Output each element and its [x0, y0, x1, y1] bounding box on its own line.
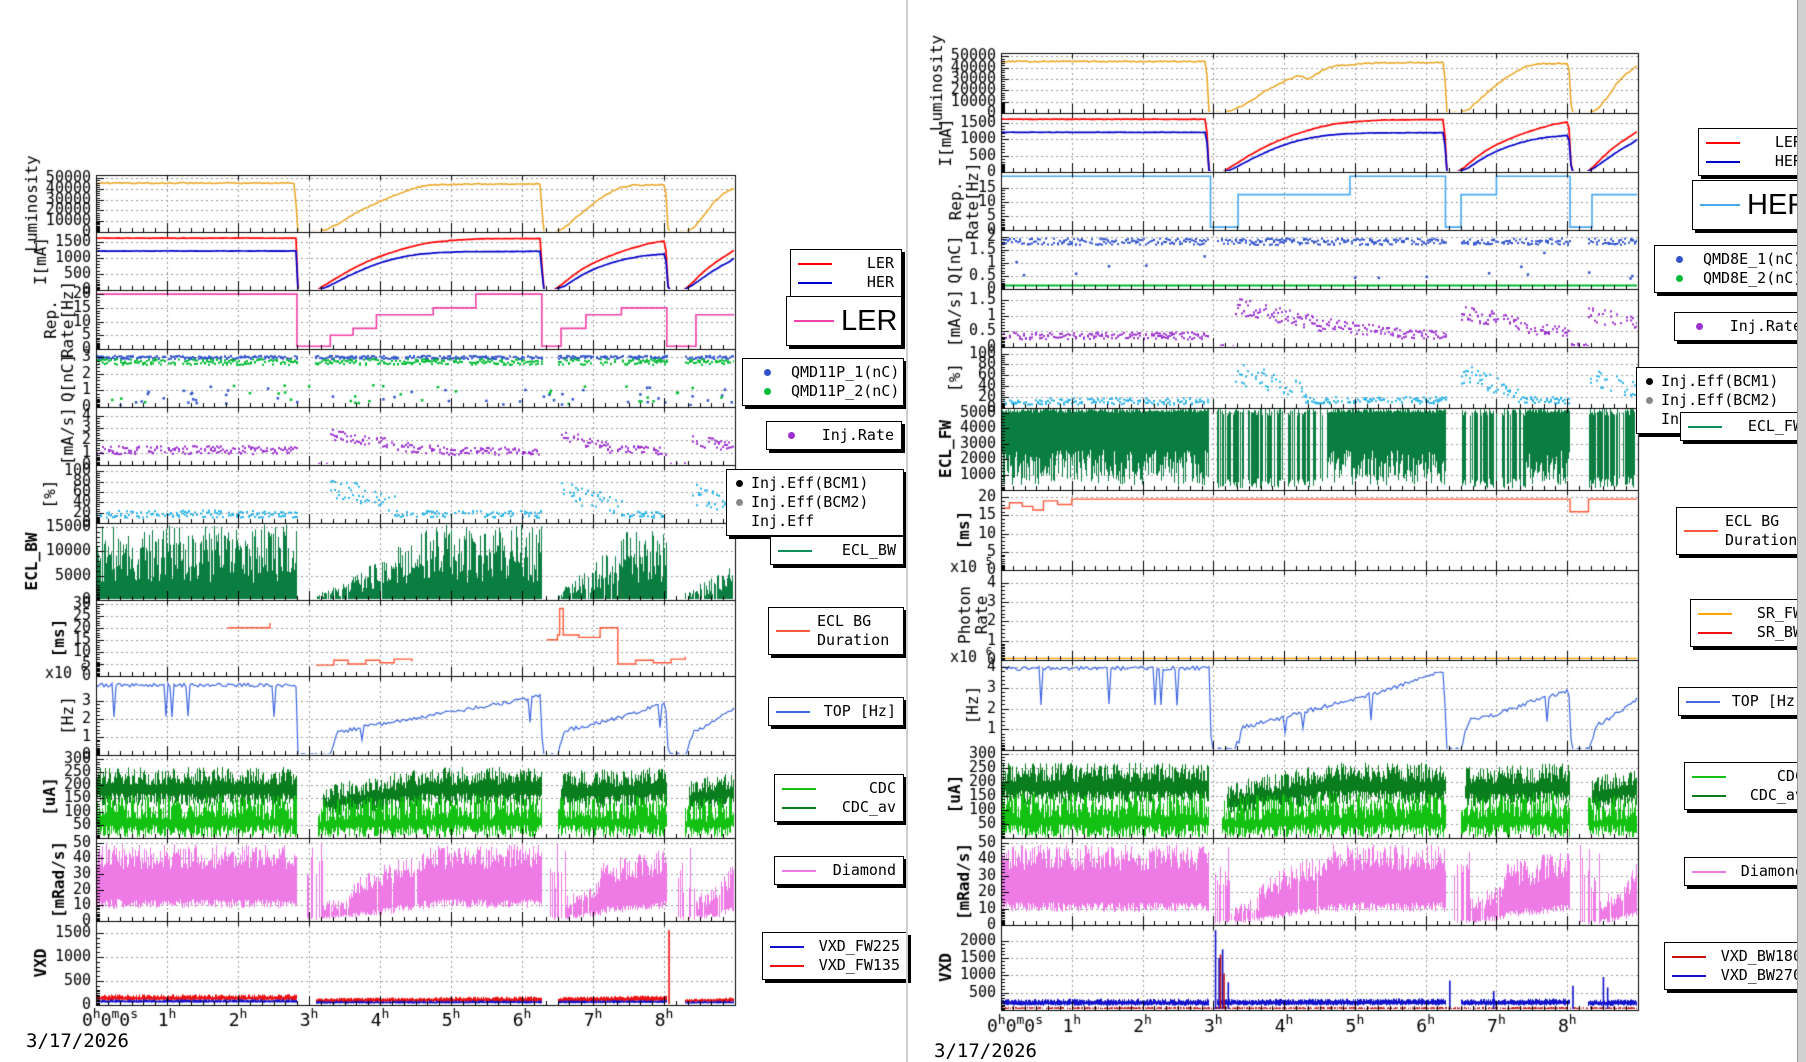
ler-panel-plot: [0, 0, 908, 1062]
panel-divider: [906, 0, 908, 1062]
date-label-left: 3/17/2026: [26, 1030, 129, 1052]
her-panel-plot: [908, 0, 1806, 1062]
date-label-right: 3/17/2026: [934, 1040, 1037, 1062]
right-edge-strip: [1797, 0, 1806, 1062]
